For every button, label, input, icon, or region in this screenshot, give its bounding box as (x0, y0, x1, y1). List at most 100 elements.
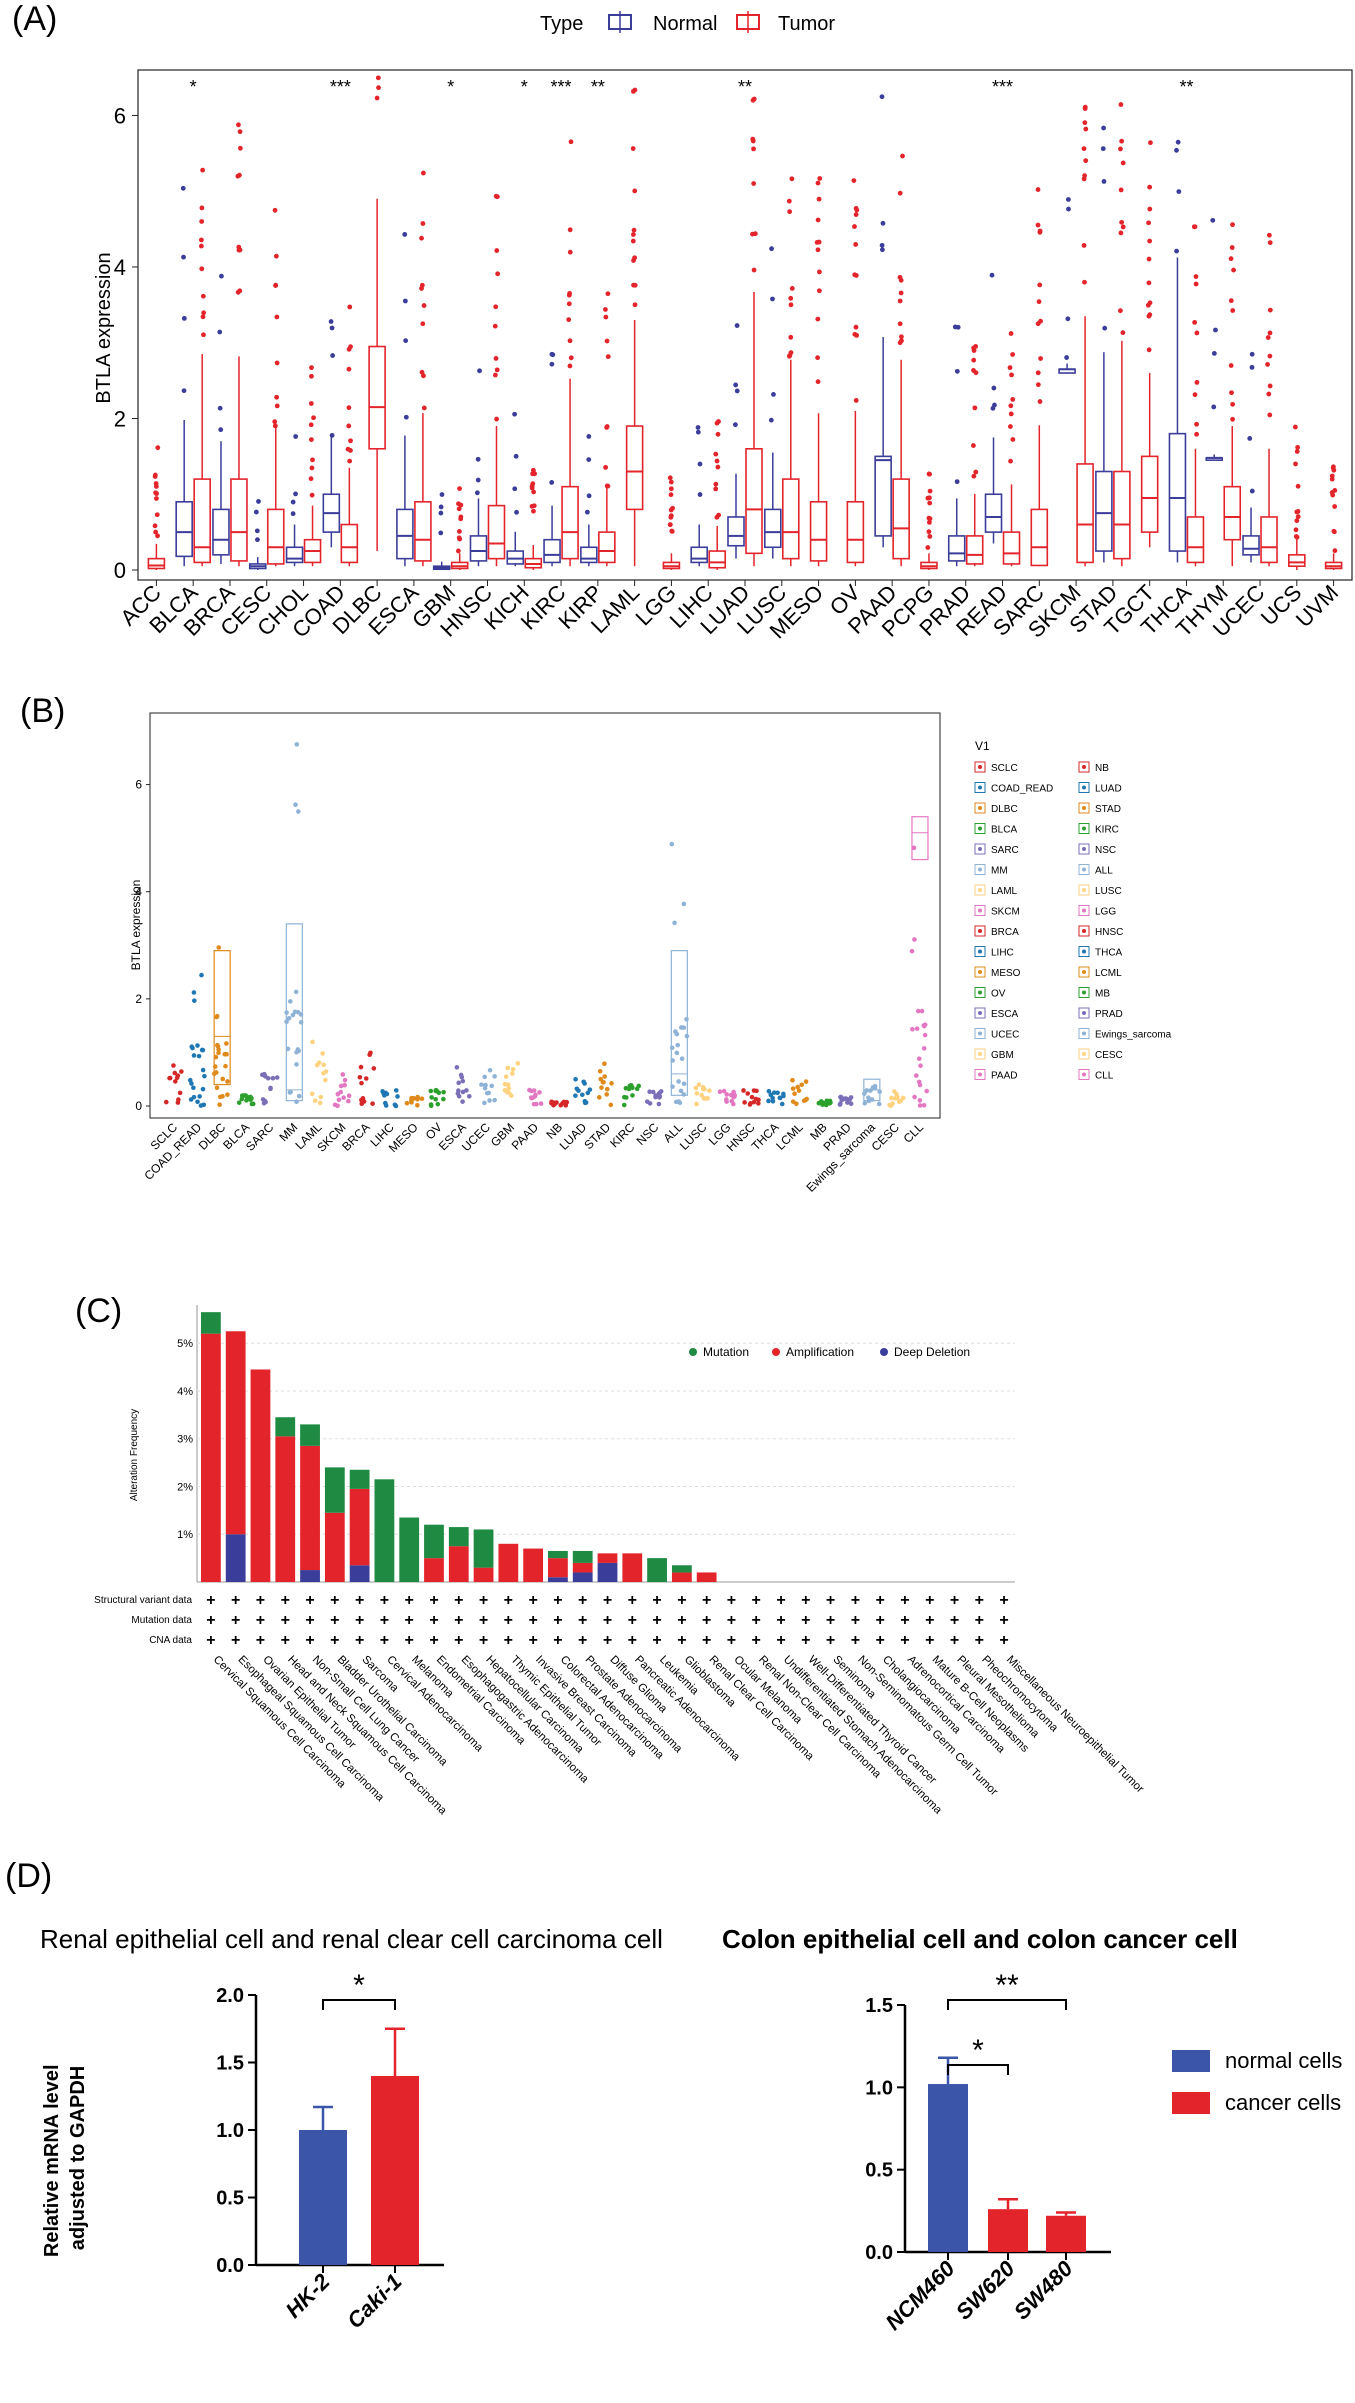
tumor-box-kirc-outlier (566, 317, 571, 322)
point-b-dlbc (223, 1064, 228, 1069)
legend-b-dot-sclc (978, 765, 982, 769)
point-b-hnsc (741, 1088, 746, 1093)
tumor-box-chol-outlier (310, 466, 315, 471)
normal-box-stad-outlier (1102, 326, 1107, 331)
normal-box-blca-outlier (181, 186, 186, 191)
tumor-box-cesc-outlier (274, 315, 279, 320)
point-b-hnsc (752, 1100, 757, 1105)
normal-box-coad-outlier (330, 326, 335, 331)
availability-mark-c: + (801, 1632, 810, 1649)
tumor-box-blca-outlier (199, 219, 204, 224)
y-tick-label-c: 5% (177, 1338, 193, 1350)
point-b-hnsc (752, 1088, 757, 1093)
normal-box-skcm-outlier (1065, 316, 1070, 321)
tumor-box-meso-outlier (815, 317, 820, 322)
point-b-dlbc (217, 1102, 222, 1107)
normal-box-hnsc-outlier (475, 490, 480, 495)
availability-mark-c: + (652, 1632, 661, 1649)
point-b-cll (915, 1026, 920, 1031)
tumor-box-lihc-outlier (713, 452, 718, 457)
tumor-box-esca-outlier (420, 321, 425, 326)
point-b-all (670, 1046, 675, 1051)
point-b-ov (428, 1089, 433, 1094)
availability-mark-c: + (999, 1592, 1008, 1609)
tumor-box-acc-outlier (155, 512, 160, 517)
normal-box-lihc-outlier (698, 462, 703, 467)
point-b-luad (584, 1100, 589, 1105)
tumor-box-chol-outlier (309, 401, 314, 406)
tumor-box-laml-outlier (632, 228, 637, 233)
tumor-box-gbm-outlier (458, 503, 463, 508)
normal-box-luad-outlier (735, 389, 740, 394)
legend-b-dot-dlbc (978, 806, 982, 810)
tumor-box-stad-outlier (1118, 231, 1123, 236)
point-b-all (682, 1081, 687, 1086)
normal-box-gbm-outlier (438, 531, 443, 536)
normal-box-esca-outlier (402, 232, 407, 237)
tumor-box-lusc-outlier (788, 296, 793, 301)
normal-box-coad-outlier (330, 353, 335, 358)
tumor-box-prad-outlier (973, 344, 978, 349)
point-b-ov (429, 1095, 434, 1100)
tumor-box-ucec-outlier (1268, 240, 1273, 245)
tumor-box-ov-outlier (851, 178, 856, 183)
point-b-thca (767, 1089, 772, 1094)
point-b-cll (922, 1103, 927, 1108)
tumor-box-thca-outlier (1194, 331, 1199, 336)
legend-b-label-mb: MB (1095, 989, 1110, 1000)
normal-box-chol-outlier (291, 511, 296, 516)
tumor-box-ucec-outlier (1267, 233, 1272, 238)
availability-mark-c: + (528, 1592, 537, 1609)
point-b-mm (294, 1099, 299, 1104)
tumor-box-brca-outlier (237, 288, 242, 293)
availability-mark-c: + (851, 1632, 860, 1649)
normal-box-coad-outlier (329, 319, 334, 324)
normal-box-stad-outlier (1102, 179, 1107, 184)
point-b-coad-read (189, 1044, 194, 1049)
point-b-dlbc (214, 1055, 219, 1060)
tumor-box-lihc-outlier (716, 513, 721, 518)
tumor-box-paad-outlier (899, 338, 904, 343)
legend-b-label-sarc: SARC (991, 845, 1019, 856)
point-b-skcm (337, 1097, 342, 1102)
chart-d1-marks: 0.00.51.01.52.0HK-2 Caki-1* (216, 1969, 444, 2333)
point-b-luad (580, 1092, 585, 1097)
point-b-stad (602, 1061, 607, 1066)
point-b-dlbc (220, 1077, 225, 1082)
legend-a-normal-label: Normal (653, 13, 717, 35)
point-b-thca (775, 1090, 780, 1095)
legend-b-label-paad: PAAD (991, 1071, 1018, 1082)
tumor-box-lgg-outlier (668, 475, 673, 480)
availability-mark-c: + (528, 1612, 537, 1629)
legend-c-mutation-label: Mutation (703, 1345, 749, 1359)
point-b-hnsc (756, 1098, 761, 1103)
point-b-laml (313, 1098, 318, 1103)
d1-bar-caki-1 (371, 2076, 419, 2265)
availability-mark-c: + (925, 1612, 934, 1629)
point-b-ewings-sarcoma (877, 1089, 882, 1094)
bar-c-amplification-17 (622, 1553, 642, 1582)
tumor-box-kich-outlier (530, 481, 535, 486)
availability-mark-c: + (429, 1592, 438, 1609)
normal-box-esca-outlier (403, 338, 408, 343)
tumor-box-ucs-outlier (1294, 518, 1299, 523)
legend-b-label-esca: ESCA (991, 1009, 1019, 1020)
point-b-skcm (340, 1072, 345, 1077)
point-b-hnsc (742, 1100, 747, 1105)
tumor-box-kirp-outlier (605, 339, 610, 344)
x-tick-label-b-cesc: CESC (869, 1120, 903, 1154)
d1-x-tick-label-hk-2: HK-2 (281, 2268, 336, 2323)
availability-mark-c: + (355, 1592, 364, 1609)
tumor-box-ov-outlier (852, 332, 857, 337)
legend-b-label-hnsc: HNSC (1095, 927, 1123, 938)
legend-c: Mutation Amplification Deep Deletion (689, 1345, 970, 1359)
point-b-coad-read (202, 1074, 207, 1079)
point-b-cll (918, 1098, 923, 1103)
point-b-thca (780, 1102, 785, 1107)
panel-label-c: (C) (75, 1292, 122, 1330)
normal-box-read-outlier (991, 386, 996, 391)
d2-y-tick-label: 1.0 (865, 2077, 893, 2099)
tumor-box-hnsc-outlier (493, 373, 498, 378)
tumor-box-chol-outlier (309, 437, 314, 442)
point-b-skcm (342, 1083, 347, 1088)
